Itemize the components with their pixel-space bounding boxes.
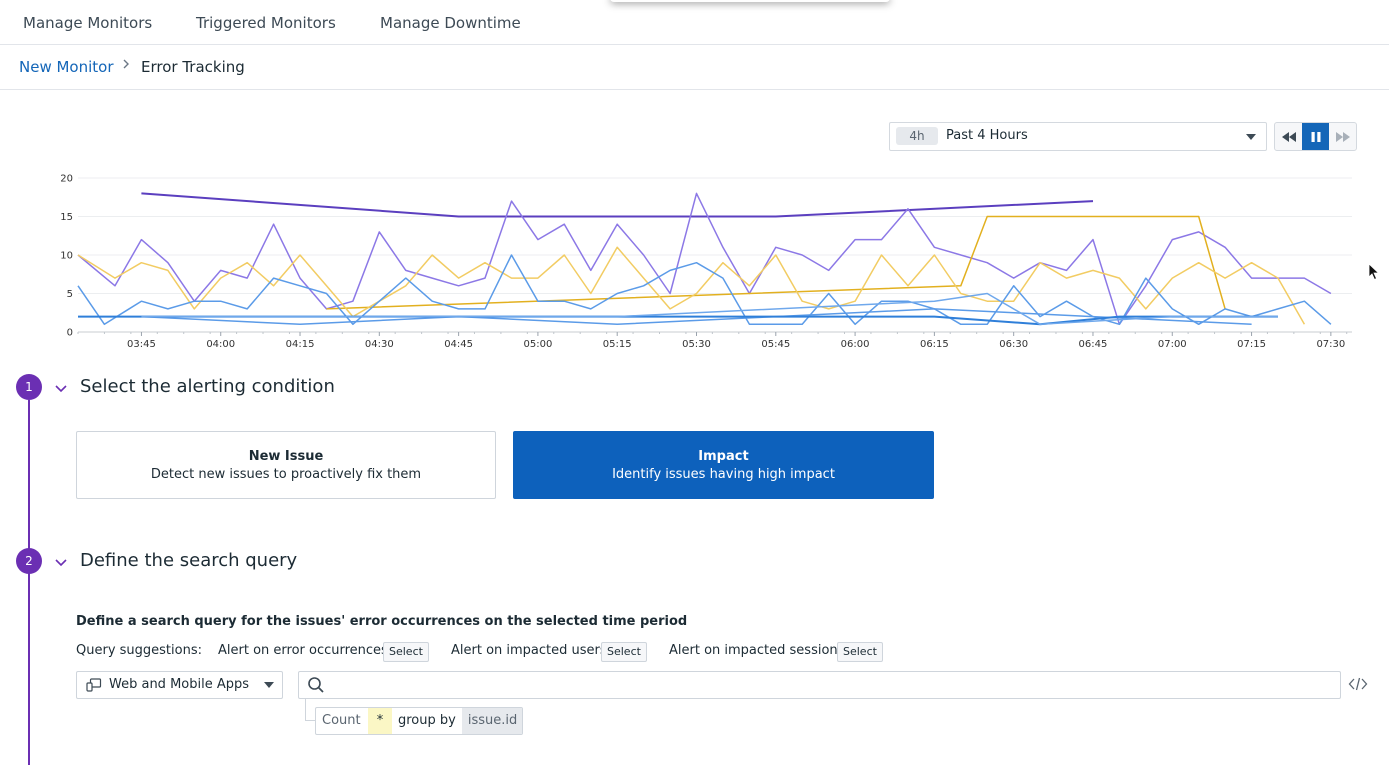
rewind-button[interactable] xyxy=(1275,123,1302,150)
x-tick-label: 07:15 xyxy=(1237,339,1266,350)
series-line-1 xyxy=(141,192,1094,218)
x-tick-label: 05:30 xyxy=(682,339,711,350)
impact-option[interactable]: Impact Identify issues having high impac… xyxy=(513,431,934,499)
breadcrumb-new-monitor[interactable]: New Monitor xyxy=(19,58,114,76)
x-tick-label: 04:00 xyxy=(206,339,235,350)
chevron-down-icon xyxy=(264,682,274,688)
y-tick-label: 5 xyxy=(67,289,73,300)
breadcrumb: New Monitor Error Tracking xyxy=(0,45,1389,90)
y-tick-label: 10 xyxy=(60,251,73,262)
step-2-title: Define the search query xyxy=(80,550,298,571)
y-tick-label: 15 xyxy=(60,212,73,223)
x-tick-label: 03:45 xyxy=(127,339,156,350)
x-tick-label: 07:00 xyxy=(1158,339,1187,350)
data-source-select[interactable]: Web and Mobile Apps xyxy=(76,671,283,699)
time-range-badge: 4h xyxy=(896,127,938,145)
tab-manage-monitors[interactable]: Manage Monitors xyxy=(23,14,153,32)
select-impacted-users-button[interactable]: Select xyxy=(601,642,647,662)
series-line-4 xyxy=(77,246,1306,325)
x-tick-label: 05:45 xyxy=(761,339,790,350)
series-line-3 xyxy=(326,215,1226,310)
chevron-right-icon xyxy=(121,57,131,75)
x-tick-label: 07:30 xyxy=(1316,339,1345,350)
y-tick-label: 20 xyxy=(60,174,73,185)
y-tick-label: 0 xyxy=(67,328,73,339)
x-tick-label: 04:15 xyxy=(286,339,315,350)
error-occurrences-chart: 0 5 10 15 20 03:45 04:00 04:15 04:30 04:45 05:00 05… xyxy=(60,174,1352,350)
x-tick-label: 05:00 xyxy=(523,339,552,350)
step-2-number: 2 xyxy=(16,548,42,574)
search-input[interactable] xyxy=(335,675,1329,695)
query-tree-connector xyxy=(305,698,316,721)
x-tick-label: 06:45 xyxy=(1079,339,1108,350)
breadcrumb-current: Error Tracking xyxy=(141,58,245,76)
suggestion-impacted-sessions-label: Alert on impacted sessions xyxy=(669,643,845,658)
apps-icon xyxy=(86,678,102,692)
step-1-title: Select the alerting condition xyxy=(80,376,335,397)
mouse-pointer-icon xyxy=(1368,263,1380,285)
x-tick-label: 06:15 xyxy=(920,339,949,350)
fast-forward-button[interactable] xyxy=(1329,123,1356,150)
tab-manage-downtime[interactable]: Manage Downtime xyxy=(380,14,521,32)
floating-toolbar-shadow xyxy=(610,0,890,2)
aggregation-measure[interactable]: * xyxy=(368,708,392,734)
query-suggestions-label: Query suggestions: xyxy=(76,643,202,658)
chevron-down-icon xyxy=(1246,134,1256,140)
group-by-label: group by xyxy=(398,713,456,728)
top-navigation: Manage Monitors Triggered Monitors Manag… xyxy=(0,0,1389,45)
new-issue-option[interactable]: New Issue Detect new issues to proactive… xyxy=(76,431,496,499)
data-source-label: Web and Mobile Apps xyxy=(109,677,250,692)
time-range-selector[interactable]: 4h Past 4 Hours xyxy=(889,122,1267,151)
x-tick-label: 04:30 xyxy=(365,339,394,350)
impact-description: Identify issues having high impact xyxy=(612,467,835,482)
suggestion-error-occurrences-label: Alert on error occurrences xyxy=(218,643,388,658)
search-query-box[interactable] xyxy=(298,671,1341,699)
select-error-occurrences-button[interactable]: Select xyxy=(383,642,429,662)
select-impacted-sessions-button[interactable]: Select xyxy=(837,642,883,662)
query-description: Define a search query for the issues' er… xyxy=(76,614,688,629)
playback-controls xyxy=(1274,122,1357,151)
x-tick-label: 06:30 xyxy=(999,339,1028,350)
aggregation-function[interactable]: Count xyxy=(322,713,361,728)
new-issue-description: Detect new issues to proactively fix the… xyxy=(150,467,422,482)
step-1-number: 1 xyxy=(16,374,42,400)
series-line-6 xyxy=(141,308,1252,326)
chevron-down-icon[interactable] xyxy=(54,381,68,395)
time-range-label: Past 4 Hours xyxy=(946,128,1028,143)
x-tick-label: 06:00 xyxy=(841,339,870,350)
rewind-icon xyxy=(1281,131,1296,142)
tab-triggered-monitors[interactable]: Triggered Monitors xyxy=(196,14,336,32)
pause-button[interactable] xyxy=(1302,123,1329,150)
series-line-8 xyxy=(141,292,1278,326)
suggestion-impacted-users-label: Alert on impacted users xyxy=(451,643,607,658)
search-icon xyxy=(308,677,324,693)
aggregation-row: Count * group by issue.id xyxy=(315,707,523,735)
step-connector xyxy=(28,400,30,765)
group-by-field[interactable]: issue.id xyxy=(461,708,522,734)
impact-title: Impact xyxy=(698,449,749,464)
x-tick-label: 04:45 xyxy=(444,339,473,350)
new-issue-title: New Issue xyxy=(248,449,324,464)
chevron-down-icon[interactable] xyxy=(54,555,68,569)
fast-forward-icon xyxy=(1335,131,1350,142)
pause-icon xyxy=(1311,131,1320,142)
code-icon[interactable] xyxy=(1348,676,1368,692)
x-tick-label: 05:15 xyxy=(603,339,632,350)
